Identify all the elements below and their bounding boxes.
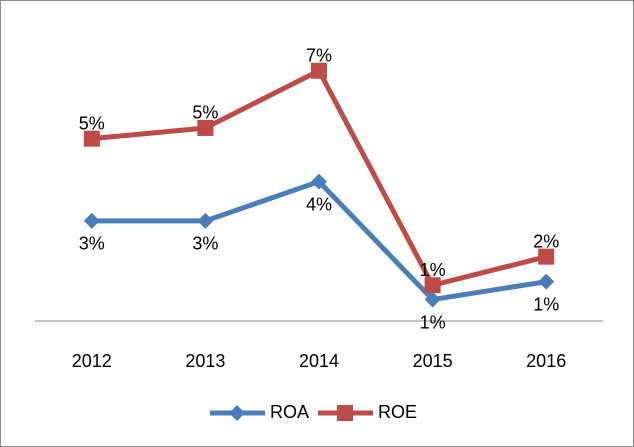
marker	[538, 273, 555, 290]
data-label: 5%	[79, 113, 105, 133]
data-label: 2%	[533, 231, 559, 251]
marker	[538, 248, 555, 265]
marker	[424, 277, 441, 294]
data-label: 1%	[420, 260, 446, 280]
marker	[83, 212, 100, 229]
data-label: 1%	[533, 294, 559, 314]
marker	[197, 119, 214, 136]
data-label: 1%	[420, 312, 446, 332]
marker	[311, 62, 327, 79]
data-label: 5%	[192, 103, 218, 123]
marker	[337, 405, 353, 421]
x-tick-label: 2015	[413, 351, 453, 371]
data-label: 7%	[306, 46, 332, 66]
marker	[311, 173, 327, 190]
marker	[83, 130, 100, 147]
legend-label: ROE	[378, 402, 417, 422]
legend-label: ROA	[270, 402, 309, 422]
x-tick-label: 2014	[299, 351, 339, 371]
x-tick-label: 2013	[185, 351, 225, 371]
marker	[424, 291, 441, 308]
marker	[197, 212, 214, 229]
data-label: 4%	[306, 194, 332, 214]
data-label: 3%	[192, 234, 218, 254]
marker	[229, 405, 245, 421]
x-tick-label: 2012	[72, 351, 112, 371]
data-label: 3%	[79, 234, 105, 254]
x-tick-label: 2016	[526, 351, 566, 371]
